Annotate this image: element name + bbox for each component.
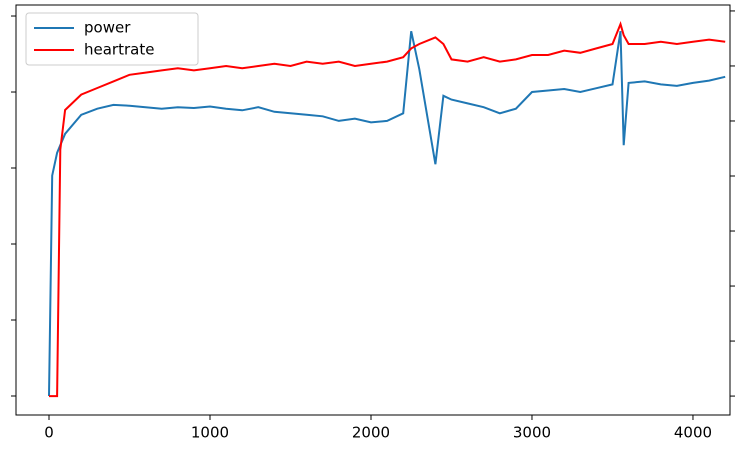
legend-label: power <box>84 19 131 37</box>
x-tick-label: 4000 <box>674 424 712 442</box>
plot-frame <box>15 4 731 416</box>
series-line <box>48 30 726 397</box>
x-tick-label: 0 <box>44 424 54 442</box>
legend-box <box>25 12 199 66</box>
legend-label: heartrate <box>84 41 154 59</box>
x-tick-label: 2000 <box>352 424 390 442</box>
series-line <box>49 21 726 398</box>
x-tick-label: 1000 <box>191 424 229 442</box>
x-tick-label: 3000 <box>513 424 551 442</box>
